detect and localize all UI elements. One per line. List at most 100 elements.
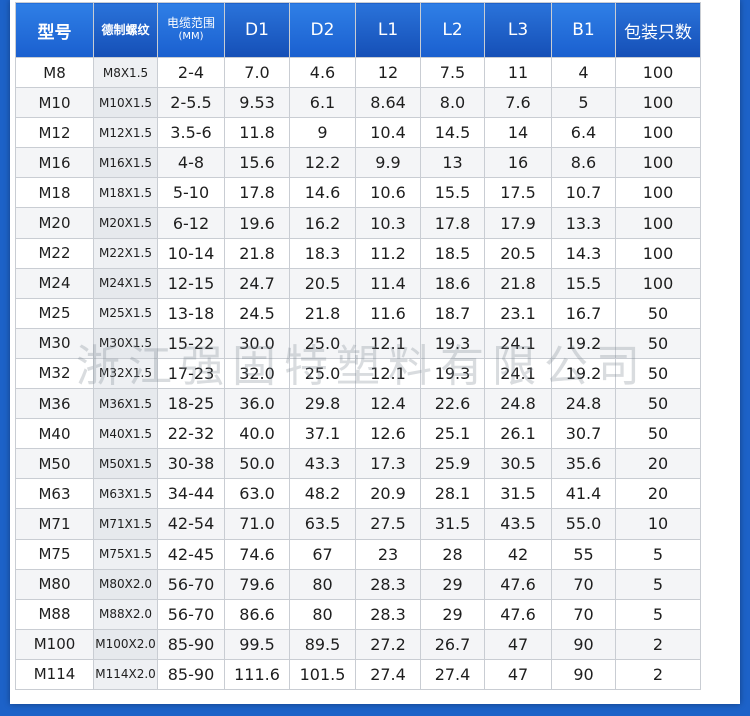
b1-cell: 5 xyxy=(551,87,616,119)
d2-cell: 20.5 xyxy=(289,267,356,299)
package-qty-cell: 20 xyxy=(615,448,701,480)
l2-cell: 18.6 xyxy=(420,267,485,299)
d2-cell: 80 xyxy=(289,568,356,600)
l1-cell: 11.6 xyxy=(355,297,421,329)
l3-cell: 24.1 xyxy=(484,327,552,359)
thread-cell: M36X1.5 xyxy=(93,388,158,420)
b1-cell: 30.7 xyxy=(551,418,616,450)
table-row: M20 M20X1.5 6-12 19.6 16.2 10.3 17.8 17.9 13.3 10… xyxy=(15,207,701,239)
package-qty-cell: 100 xyxy=(615,267,701,299)
model-cell: M75 xyxy=(15,538,94,570)
l3-cell: 17.9 xyxy=(484,207,552,239)
l1-cell: 10.3 xyxy=(355,207,421,239)
d2-cell: 21.8 xyxy=(289,297,356,329)
table-row: M18 M18X1.5 5-10 17.8 14.6 10.6 15.5 17.5 10.7 10… xyxy=(15,177,701,209)
b1-cell: 90 xyxy=(551,628,616,660)
header-row: 型号 德制螺纹 电缆范围 (MM) D1 D2 L1 L2 L3 B1 包装只数 xyxy=(15,2,701,58)
d2-cell: 18.3 xyxy=(289,237,356,269)
cable-range-cell: 85-90 xyxy=(157,628,225,660)
d2-cell: 6.1 xyxy=(289,87,356,119)
package-qty-cell: 100 xyxy=(615,177,701,209)
d1-cell: 86.6 xyxy=(224,598,290,630)
header-thread: 德制螺纹 xyxy=(93,2,158,58)
table-row: M75 M75X1.5 42-45 74.6 67 23 28 42 55 5 xyxy=(15,538,701,570)
thread-cell: M80X2.0 xyxy=(93,568,158,600)
l1-cell: 12.1 xyxy=(355,327,421,359)
d1-cell: 24.5 xyxy=(224,297,290,329)
l2-cell: 17.8 xyxy=(420,207,485,239)
d2-cell: 9 xyxy=(289,117,356,149)
thread-cell: M18X1.5 xyxy=(93,177,158,209)
cable-range-cell: 2-4 xyxy=(157,56,225,89)
l3-cell: 14 xyxy=(484,117,552,149)
table-row: M36 M36X1.5 18-25 36.0 29.8 12.4 22.6 24.8 24.8 5… xyxy=(15,388,701,420)
header-l2: L2 xyxy=(420,2,485,58)
b1-cell: 24.8 xyxy=(551,388,616,420)
b1-cell: 4 xyxy=(551,56,616,89)
b1-cell: 41.4 xyxy=(551,478,616,510)
d1-cell: 63.0 xyxy=(224,478,290,510)
cable-range-cell: 6-12 xyxy=(157,207,225,239)
thread-cell: M8X1.5 xyxy=(93,56,158,89)
l3-cell: 11 xyxy=(484,56,552,89)
d1-cell: 30.0 xyxy=(224,327,290,359)
cable-range-cell: 42-45 xyxy=(157,538,225,570)
d2-cell: 12.2 xyxy=(289,147,356,179)
package-qty-cell: 20 xyxy=(615,478,701,510)
l3-cell: 23.1 xyxy=(484,297,552,329)
l3-cell: 47 xyxy=(484,628,552,660)
d1-cell: 40.0 xyxy=(224,418,290,450)
d1-cell: 99.5 xyxy=(224,628,290,660)
b1-cell: 13.3 xyxy=(551,207,616,239)
table-header: 型号 德制螺纹 电缆范围 (MM) D1 D2 L1 L2 L3 B1 包装只数 xyxy=(15,2,701,58)
d1-cell: 17.8 xyxy=(224,177,290,209)
header-l1: L1 xyxy=(355,2,421,58)
d1-cell: 21.8 xyxy=(224,237,290,269)
thread-cell: M71X1.5 xyxy=(93,508,158,540)
package-qty-cell: 5 xyxy=(615,598,701,630)
thread-cell: M20X1.5 xyxy=(93,207,158,239)
l2-cell: 13 xyxy=(420,147,485,179)
b1-cell: 6.4 xyxy=(551,117,616,149)
spec-table: 型号 德制螺纹 电缆范围 (MM) D1 D2 L1 L2 L3 B1 包装只数… xyxy=(15,2,701,690)
cable-range-cell: 18-25 xyxy=(157,388,225,420)
package-qty-cell: 50 xyxy=(615,327,701,359)
table-row: M80 M80X2.0 56-70 79.6 80 28.3 29 47.6 70 5 xyxy=(15,568,701,600)
model-cell: M16 xyxy=(15,147,94,179)
d2-cell: 80 xyxy=(289,598,356,630)
package-qty-cell: 100 xyxy=(615,237,701,269)
l2-cell: 25.1 xyxy=(420,418,485,450)
d1-cell: 24.7 xyxy=(224,267,290,299)
package-qty-cell: 100 xyxy=(615,87,701,119)
package-qty-cell: 5 xyxy=(615,568,701,600)
l1-cell: 10.4 xyxy=(355,117,421,149)
table-row: M8 M8X1.5 2-4 7.0 4.6 12 7.5 11 4 100 xyxy=(15,56,701,89)
l2-cell: 25.9 xyxy=(420,448,485,480)
thread-cell: M88X2.0 xyxy=(93,598,158,630)
l1-cell: 27.5 xyxy=(355,508,421,540)
thread-cell: M114X2.0 xyxy=(93,658,158,690)
d1-cell: 50.0 xyxy=(224,448,290,480)
cable-range-cell: 85-90 xyxy=(157,658,225,690)
thread-cell: M50X1.5 xyxy=(93,448,158,480)
thread-cell: M40X1.5 xyxy=(93,418,158,450)
l1-cell: 9.9 xyxy=(355,147,421,179)
thread-cell: M63X1.5 xyxy=(93,478,158,510)
table-row: M22 M22X1.5 10-14 21.8 18.3 11.2 18.5 20.5 14.3 1… xyxy=(15,237,701,269)
b1-cell: 10.7 xyxy=(551,177,616,209)
l3-cell: 43.5 xyxy=(484,508,552,540)
l2-cell: 18.7 xyxy=(420,297,485,329)
d2-cell: 25.0 xyxy=(289,327,356,359)
d2-cell: 14.6 xyxy=(289,177,356,209)
cable-range-cell: 10-14 xyxy=(157,237,225,269)
d1-cell: 7.0 xyxy=(224,56,290,89)
model-cell: M10 xyxy=(15,87,94,119)
d1-cell: 32.0 xyxy=(224,357,290,390)
model-cell: M36 xyxy=(15,388,94,420)
d1-cell: 19.6 xyxy=(224,207,290,239)
l1-cell: 11.2 xyxy=(355,237,421,269)
l2-cell: 18.5 xyxy=(420,237,485,269)
header-b1: B1 xyxy=(551,2,616,58)
d1-cell: 79.6 xyxy=(224,568,290,600)
l1-cell: 12.4 xyxy=(355,388,421,420)
